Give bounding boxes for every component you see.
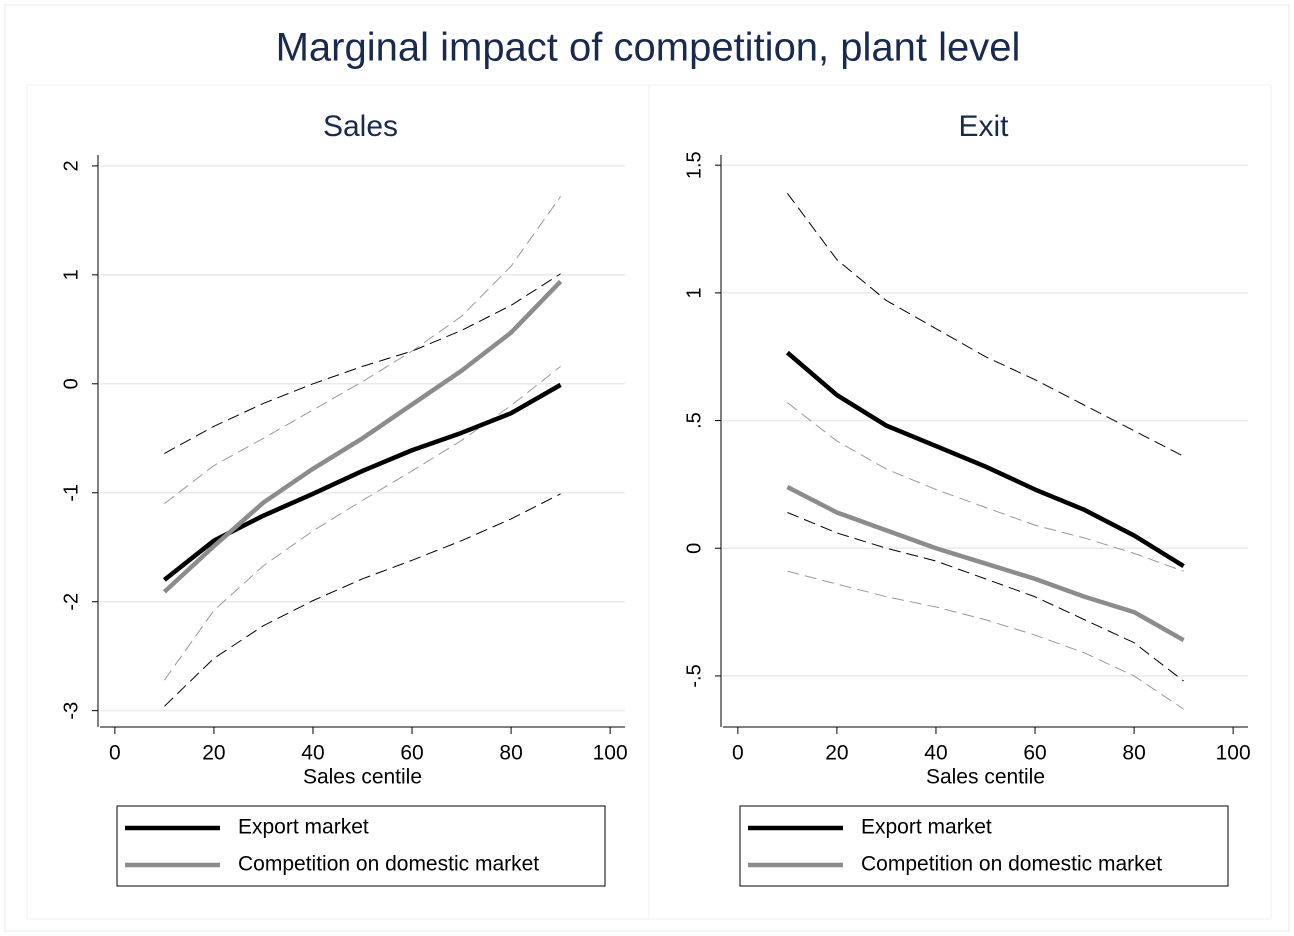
- legend-label: Competition on domestic market: [238, 853, 539, 876]
- x-tick-label: 80: [499, 742, 522, 765]
- ci-line: [787, 402, 1184, 572]
- legend-label: Export market: [238, 816, 369, 839]
- x-axis-label: Sales centile: [926, 766, 1045, 789]
- x-tick-label: 0: [109, 742, 121, 765]
- x-tick-label: 100: [593, 742, 628, 765]
- x-tick-label: 0: [732, 742, 744, 765]
- ci-line: [786, 193, 1184, 457]
- y-tick-label: 2: [60, 160, 82, 171]
- y-tick-label: -.5: [683, 664, 705, 687]
- x-tick-label: 60: [1023, 742, 1046, 765]
- x-tick-label: 40: [924, 742, 947, 765]
- legend-label: Export market: [861, 816, 992, 839]
- y-tick-label: -2: [60, 593, 82, 611]
- ci-line: [164, 493, 561, 707]
- legend-label: Competition on domestic market: [861, 853, 1162, 876]
- x-tick-label: 20: [202, 742, 225, 765]
- panel-title: Exit: [958, 110, 1009, 143]
- line: [785, 350, 1185, 569]
- ci-line: [787, 512, 1184, 682]
- ci-line: [164, 196, 562, 505]
- panel-frame: [26, 84, 650, 920]
- y-tick-label: -1: [60, 484, 82, 502]
- x-tick-label: 40: [301, 742, 324, 765]
- y-tick-label: 0: [683, 543, 705, 554]
- x-axis-label: Sales centile: [303, 766, 422, 789]
- x-tick-label: 80: [1122, 742, 1145, 765]
- y-tick-label: -3: [60, 702, 82, 720]
- x-tick-label: 100: [1216, 742, 1251, 765]
- panel-frame: [648, 84, 1272, 920]
- ci-line: [787, 570, 1184, 710]
- line: [786, 484, 1185, 643]
- panel-title: Sales: [323, 110, 398, 143]
- chart-title: Marginal impact of competition, plant le…: [276, 26, 1021, 70]
- y-tick-label: 1.5: [683, 151, 705, 179]
- legend-box: [739, 805, 1229, 887]
- y-tick-label: 1: [683, 287, 705, 298]
- x-tick-label: 20: [825, 742, 848, 765]
- y-tick-label: 1: [60, 269, 82, 280]
- line: [162, 279, 563, 594]
- ci-line: [163, 365, 561, 681]
- x-tick-label: 60: [400, 742, 423, 765]
- y-tick-label: 0: [60, 378, 82, 389]
- y-tick-label: .5: [683, 412, 705, 429]
- ci-line: [164, 273, 561, 454]
- legend-box: [116, 805, 606, 887]
